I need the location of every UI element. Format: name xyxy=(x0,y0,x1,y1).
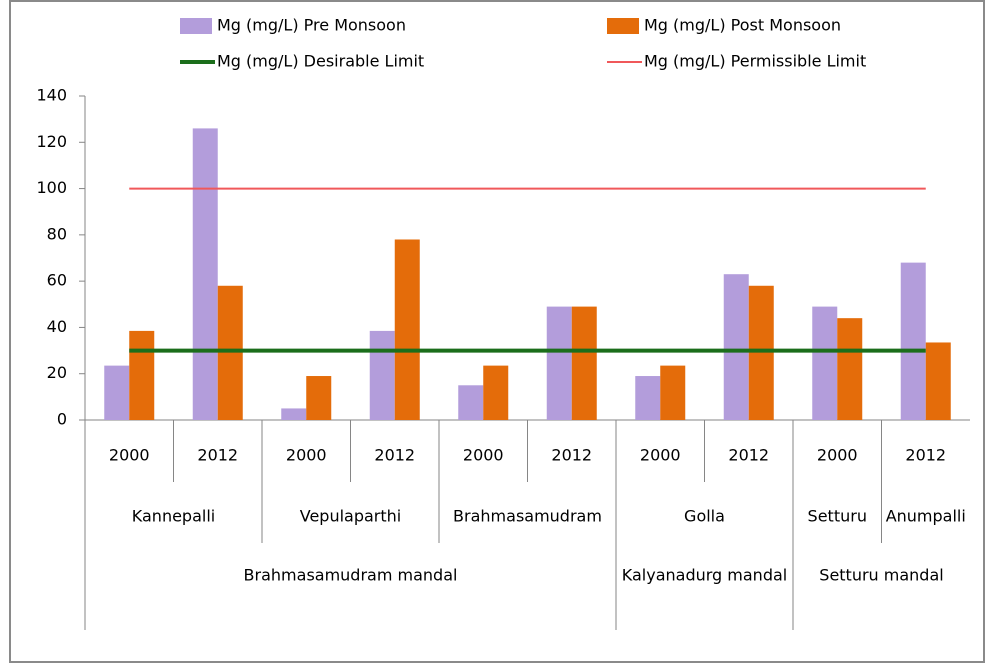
group-label: Brahmasamudram xyxy=(453,507,602,526)
legend-label: Mg (mg/L) Pre Monsoon xyxy=(217,16,406,35)
group-label: Vepulaparthi xyxy=(300,507,402,526)
bar xyxy=(723,274,749,420)
legend-label: Mg (mg/L) Desirable Limit xyxy=(217,52,424,71)
y-tick-label: 140 xyxy=(36,86,67,105)
x-tick-label: 2012 xyxy=(551,446,592,465)
y-tick-label: 120 xyxy=(36,132,67,151)
x-tick-label: 2000 xyxy=(109,446,150,465)
bar xyxy=(837,318,863,420)
bar xyxy=(635,376,661,420)
x-tick-label: 2000 xyxy=(463,446,504,465)
bar xyxy=(900,262,926,420)
supergroup-label: Brahmasamudram mandal xyxy=(244,566,458,585)
x-tick-label: 2012 xyxy=(197,446,238,465)
y-tick-label: 80 xyxy=(47,224,67,243)
supergroup-label: Setturu mandal xyxy=(819,566,943,585)
bar xyxy=(660,365,686,420)
x-tick-label: 2000 xyxy=(640,446,681,465)
bar xyxy=(192,128,218,420)
bar xyxy=(546,306,572,420)
group-label: Golla xyxy=(684,507,725,526)
x-tick-label: 2012 xyxy=(374,446,415,465)
bar xyxy=(104,365,130,420)
bar xyxy=(458,385,484,420)
x-tick-label: 2000 xyxy=(286,446,327,465)
group-label: Setturu xyxy=(808,507,867,526)
bar xyxy=(925,342,951,420)
bar xyxy=(483,365,509,420)
y-tick-label: 100 xyxy=(36,178,67,197)
y-tick-label: 40 xyxy=(47,317,67,336)
y-tick-label: 20 xyxy=(47,363,67,382)
x-tick-label: 2012 xyxy=(728,446,769,465)
supergroup-label: Kalyanadurg mandal xyxy=(622,566,787,585)
legend-label: Mg (mg/L) Permissible Limit xyxy=(644,52,866,71)
bar xyxy=(812,306,838,420)
bar xyxy=(129,330,155,420)
bar xyxy=(394,239,420,420)
group-label: Kannepalli xyxy=(132,507,215,526)
bar xyxy=(217,285,243,420)
legend-swatch xyxy=(607,18,639,34)
group-label: Anumpalli xyxy=(886,507,966,526)
legend-label: Mg (mg/L) Post Monsoon xyxy=(644,16,841,35)
y-tick-label: 60 xyxy=(47,271,67,290)
bar xyxy=(571,306,597,420)
bar xyxy=(306,376,332,420)
bar xyxy=(281,408,307,420)
x-tick-label: 2000 xyxy=(817,446,858,465)
bar xyxy=(369,330,395,420)
y-tick-label: 0 xyxy=(57,410,67,429)
bar xyxy=(748,285,774,420)
x-tick-label: 2012 xyxy=(905,446,946,465)
legend-swatch xyxy=(180,18,212,34)
